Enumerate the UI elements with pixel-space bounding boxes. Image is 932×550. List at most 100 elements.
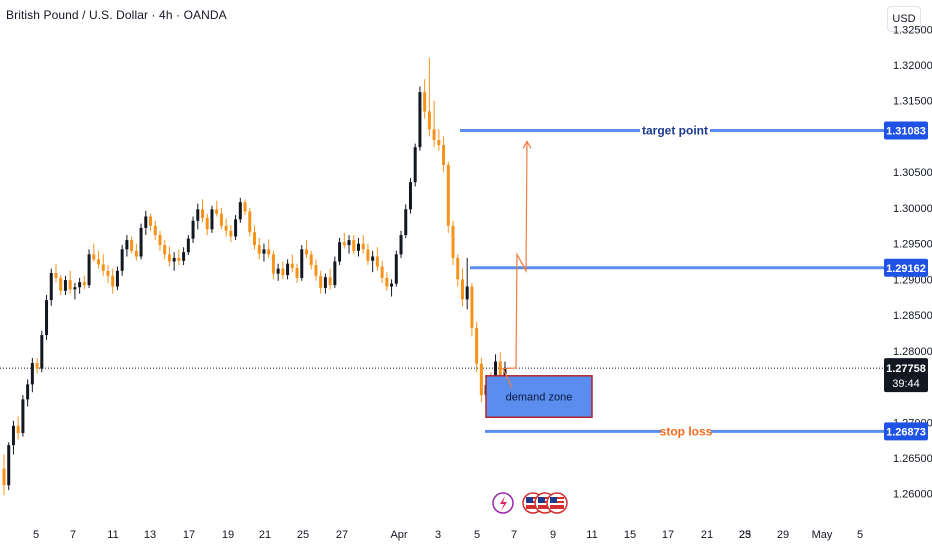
candle-body — [442, 145, 446, 166]
level-text-bg — [640, 122, 710, 139]
time-tick-label: 3 — [435, 529, 441, 541]
candle-body — [243, 202, 247, 212]
us-flag-event-icon-3[interactable] — [546, 492, 568, 514]
time-tick-label: 25 — [739, 529, 751, 541]
candle-body — [427, 111, 431, 130]
price-tick-label: 1.31500 — [893, 96, 932, 108]
level-price-badge-text: 1.29162 — [886, 263, 926, 275]
candle-body — [333, 261, 337, 286]
candle-body — [338, 242, 342, 262]
candle-body — [149, 216, 153, 226]
candle-body — [63, 280, 67, 291]
candle-body — [201, 209, 205, 218]
candle-body — [45, 300, 49, 336]
candle-body — [423, 92, 427, 112]
price-badges: 1.31083 1.29162 1.26873 1.27758 39:44 — [884, 121, 928, 441]
time-tick-label: Apr — [390, 529, 407, 541]
time-tick-label: 15 — [624, 529, 636, 541]
candle-body — [451, 225, 455, 258]
candle-body — [139, 227, 143, 257]
candle-body — [153, 225, 157, 236]
candle-body — [366, 249, 370, 261]
time-tick-label: 13 — [144, 529, 156, 541]
candle-body — [82, 282, 86, 286]
price-tick-label: 1.32000 — [893, 60, 932, 72]
price-tick-label: 1.30500 — [893, 167, 932, 179]
level-name-text: stop loss — [660, 424, 713, 438]
candle-body — [328, 277, 332, 286]
candle-body — [172, 257, 176, 262]
candle-body — [404, 209, 408, 236]
candle-body — [210, 209, 214, 230]
price-tick-label: 1.32500 — [893, 24, 932, 36]
time-tick-label: May — [812, 529, 833, 541]
candle-body — [7, 445, 11, 486]
price-tick-label: 1.30000 — [893, 203, 932, 215]
candle-body — [262, 249, 266, 254]
level-price-badge-text: 1.26873 — [886, 426, 926, 438]
candle-body — [111, 275, 115, 287]
candle-body — [167, 254, 171, 262]
candle-body — [352, 240, 356, 251]
chart-title: British Pound / U.S. Dollar · 4h · OANDA — [6, 8, 227, 22]
demand-zone-label: demand zone — [506, 392, 573, 404]
candle-body — [120, 249, 124, 271]
candle-body — [380, 266, 384, 278]
candle-body — [35, 362, 39, 369]
time-tick-label: 21 — [701, 529, 713, 541]
candle-body — [290, 263, 294, 268]
candles-layer — [2, 57, 507, 496]
candle-body — [394, 254, 398, 284]
candle-body — [323, 277, 327, 288]
candle-body — [437, 140, 441, 146]
candle-body — [413, 147, 417, 183]
event-icons[interactable] — [492, 492, 568, 514]
price-tick-label: 1.29000 — [893, 274, 932, 286]
candle-body — [498, 361, 502, 378]
candle-body — [196, 209, 200, 221]
candle-body — [342, 242, 346, 246]
candle-body — [224, 225, 228, 231]
candle-body — [130, 240, 134, 251]
candle-body — [390, 283, 394, 287]
candle-body — [319, 275, 323, 288]
price-tick-label: 1.26500 — [893, 453, 932, 465]
level-name-text: target point — [642, 124, 708, 138]
time-tick-label: 11 — [107, 529, 118, 541]
candle-body — [418, 92, 422, 148]
time-tick-label: 19 — [222, 529, 234, 541]
level-text-bg — [661, 423, 711, 440]
price-tick-label: 1.26000 — [893, 489, 932, 501]
currency-button[interactable]: USD — [887, 6, 921, 32]
candle-body — [54, 272, 58, 278]
time-tick-label: 17 — [183, 529, 195, 541]
candle-body — [286, 263, 290, 276]
candle-body — [115, 270, 119, 287]
candle-body — [361, 243, 365, 250]
time-tick-label: 27 — [336, 529, 348, 541]
demand-zone-layer: demand zone — [485, 375, 593, 419]
candle-body — [21, 399, 25, 433]
candle-body — [356, 243, 360, 251]
candle-body — [295, 267, 299, 278]
candle-body — [11, 425, 15, 446]
candle-body — [73, 287, 77, 290]
candle-body — [182, 252, 186, 261]
candle-body — [460, 279, 464, 300]
time-tick-label: 7 — [511, 529, 517, 541]
candle-body — [257, 245, 261, 254]
projection-arrowhead — [522, 140, 532, 149]
candle-body — [144, 216, 148, 228]
time-tick-label: 29 — [777, 529, 789, 541]
candle-body — [205, 217, 209, 230]
time-tick-label: 23 — [739, 529, 751, 541]
candle-body — [399, 235, 403, 255]
candle-body — [97, 259, 101, 265]
candle-body — [408, 182, 412, 210]
candle-body — [177, 257, 181, 261]
candle-body — [101, 264, 105, 271]
candle-body — [304, 249, 308, 255]
candle-body — [375, 256, 379, 267]
